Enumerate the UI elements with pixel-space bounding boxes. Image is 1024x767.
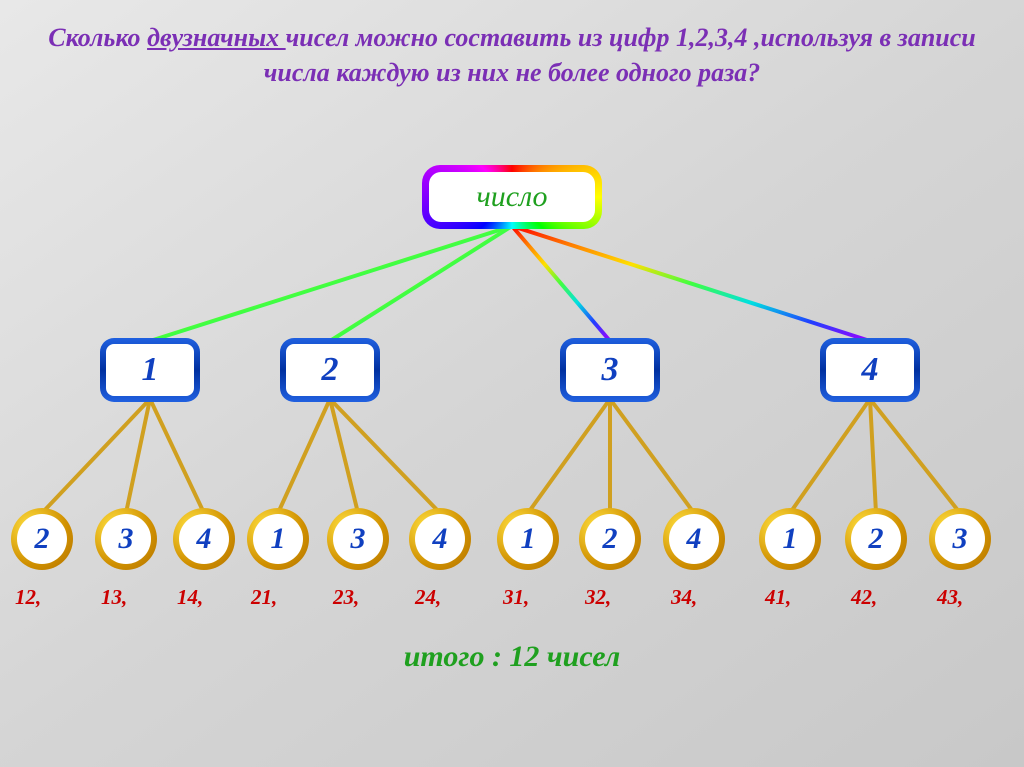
result-6: 31,	[503, 585, 529, 610]
result-5: 24,	[415, 585, 441, 610]
leaf-node-0: 2	[11, 508, 73, 570]
result-9: 41,	[765, 585, 791, 610]
leaf-node-5: 4	[409, 508, 471, 570]
leaf-label: 1	[253, 514, 303, 564]
level1-node-4: 4	[820, 338, 920, 402]
summary-text: итого : 12 чисел	[404, 640, 621, 674]
leaf-node-8: 4	[663, 508, 725, 570]
leaf-node-2: 4	[173, 508, 235, 570]
level1-node-3: 3	[560, 338, 660, 402]
title-part1: Сколько	[48, 23, 147, 52]
leaf-label: 1	[765, 514, 815, 564]
level1-label: 2	[286, 344, 374, 396]
leaf-label: 4	[669, 514, 719, 564]
root-connectors	[150, 226, 870, 341]
level1-label: 4	[826, 344, 914, 396]
leaf-node-4: 3	[327, 508, 389, 570]
leaf-node-11: 3	[929, 508, 991, 570]
leaf-label: 1	[503, 514, 553, 564]
leaf-node-3: 1	[247, 508, 309, 570]
root-label: число	[476, 180, 547, 214]
leaf-node-1: 3	[95, 508, 157, 570]
leaf-label: 2	[585, 514, 635, 564]
leaf-connectors	[42, 399, 960, 513]
result-1: 13,	[101, 585, 127, 610]
leaf-label: 4	[415, 514, 465, 564]
result-2: 14,	[177, 585, 203, 610]
leaf-label: 3	[333, 514, 383, 564]
result-11: 43,	[937, 585, 963, 610]
root-node: число	[422, 165, 602, 229]
leaf-node-10: 2	[845, 508, 907, 570]
level1-label: 3	[566, 344, 654, 396]
level1-node-2: 2	[280, 338, 380, 402]
leaf-label: 2	[17, 514, 67, 564]
leaf-label: 2	[851, 514, 901, 564]
title-part2: чисел можно составить из цифр 1,2,3,4 ,и…	[264, 23, 976, 87]
level1-label: 1	[106, 344, 194, 396]
leaf-label: 3	[935, 514, 985, 564]
result-10: 42,	[851, 585, 877, 610]
summary-label: итого : 12 чисел	[404, 640, 621, 673]
result-3: 21,	[251, 585, 277, 610]
leaf-node-7: 2	[579, 508, 641, 570]
leaf-node-6: 1	[497, 508, 559, 570]
title-underlined: двузначных	[147, 23, 286, 52]
leaf-label: 4	[179, 514, 229, 564]
leaf-node-9: 1	[759, 508, 821, 570]
result-8: 34,	[671, 585, 697, 610]
page-title: Сколько двузначных чисел можно составить…	[0, 0, 1024, 90]
result-0: 12,	[15, 585, 41, 610]
result-7: 32,	[585, 585, 611, 610]
leaf-label: 3	[101, 514, 151, 564]
result-4: 23,	[333, 585, 359, 610]
level1-node-1: 1	[100, 338, 200, 402]
